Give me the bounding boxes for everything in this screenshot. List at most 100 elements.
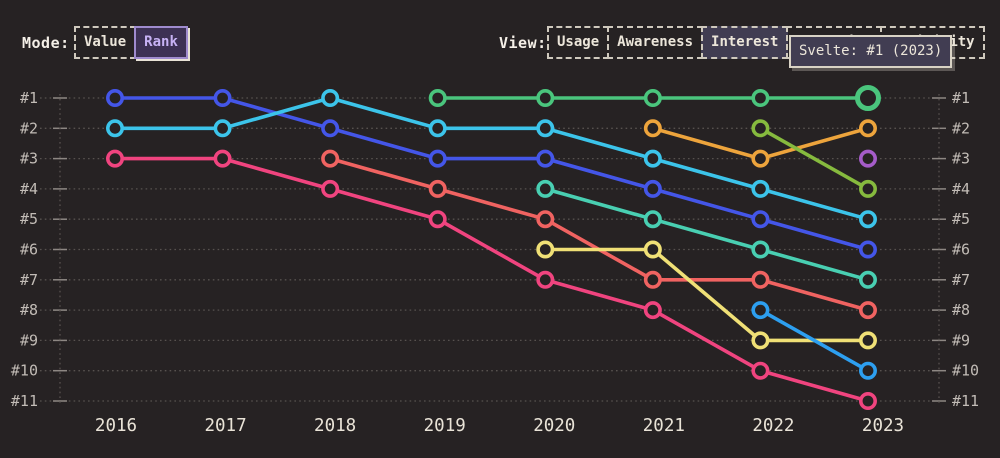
right-axis-label-#6: #6: [952, 241, 970, 259]
right-axis-label-#5: #5: [952, 210, 970, 228]
series-point-salmon-2018[interactable]: [321, 149, 340, 168]
series-point-teal-2022[interactable]: [751, 240, 770, 259]
series-point-indigo-2023[interactable]: [858, 240, 877, 259]
series-point-teal-2021[interactable]: [643, 210, 662, 229]
right-axis-label-#2: #2: [952, 119, 970, 137]
x-axis-label-2016: 2016: [95, 416, 137, 436]
series-point-indigo-2020[interactable]: [536, 149, 555, 168]
right-axis-label-#4: #4: [952, 180, 970, 198]
series-point-azure-2023[interactable]: [858, 361, 877, 380]
left-axis-label-#9: #9: [20, 331, 38, 349]
series-point-indigo-2016[interactable]: [106, 89, 125, 108]
mode-option-rank[interactable]: Rank: [134, 26, 188, 59]
hover-tooltip: Svelte: #1 (2023): [789, 35, 953, 68]
right-axis-label-#8: #8: [952, 301, 970, 319]
series-point-indigo-2017[interactable]: [213, 89, 232, 108]
series-point-teal-2020[interactable]: [536, 179, 555, 198]
left-axis-label-#8: #8: [20, 301, 38, 319]
series-point-magenta-2021[interactable]: [643, 301, 662, 320]
series-point-svelte-green-2022[interactable]: [751, 89, 770, 108]
series-point-magenta-2022[interactable]: [751, 361, 770, 380]
series-line-magenta: [115, 156, 869, 403]
mode-option-value[interactable]: Value: [74, 26, 137, 59]
x-axis-label-2018: 2018: [314, 416, 356, 436]
x-axis-label-2020: 2020: [533, 416, 575, 436]
series-point-teal-2023[interactable]: [858, 270, 877, 289]
left-axis-label-#5: #5: [20, 210, 38, 228]
series-line-azure: [759, 308, 869, 373]
left-axis-label-#3: #3: [20, 150, 38, 168]
left-axis-label-#1: #1: [20, 89, 38, 107]
view-option-usage[interactable]: Usage: [547, 26, 610, 59]
x-axis-label-2023: 2023: [862, 416, 904, 436]
series-point-cyan-2023[interactable]: [858, 210, 877, 229]
series-point-cyan-2017[interactable]: [213, 119, 232, 138]
x-axis-label-2022: 2022: [752, 416, 794, 436]
series-point-indigo-2018[interactable]: [321, 119, 340, 138]
series-line-olive: [759, 126, 869, 191]
series-line-cyan: [115, 96, 869, 221]
series-point-magenta-2023[interactable]: [858, 391, 877, 410]
series-point-olive-2023[interactable]: [858, 179, 877, 198]
hover-tooltip-text: Svelte: #1 (2023): [799, 43, 943, 59]
right-axis-label-#11: #11: [952, 392, 979, 410]
series-line-teal: [544, 187, 869, 282]
series-point-hovered-svelte-green-2023[interactable]: [854, 85, 881, 111]
series-point-svelte-green-2020[interactable]: [536, 89, 555, 108]
view-option-interest[interactable]: Interest: [701, 26, 789, 59]
series-point-magenta-2018[interactable]: [321, 179, 340, 198]
series-point-magenta-2020[interactable]: [536, 270, 555, 289]
series-point-magenta-2019[interactable]: [428, 210, 447, 229]
series-point-orange-2022[interactable]: [751, 149, 770, 168]
left-axis-label-#10: #10: [11, 362, 38, 380]
left-axis-label-#2: #2: [20, 119, 38, 137]
right-axis-label-#3: #3: [952, 150, 970, 168]
series-point-salmon-2022[interactable]: [751, 270, 770, 289]
x-axis-label-2021: 2021: [643, 416, 685, 436]
series-point-olive-2022[interactable]: [751, 119, 770, 138]
right-axis-label-#1: #1: [952, 89, 970, 107]
right-axis-label-#9: #9: [952, 331, 970, 349]
left-axis-label-#6: #6: [20, 241, 38, 259]
series-point-cyan-2021[interactable]: [643, 149, 662, 168]
series-point-yellow-2022[interactable]: [751, 331, 770, 350]
series-point-magenta-2016[interactable]: [106, 149, 125, 168]
right-axis-label-#10: #10: [952, 362, 979, 380]
series-point-cyan-2019[interactable]: [428, 119, 447, 138]
series-line-salmon: [329, 156, 869, 312]
series-point-yellow-2020[interactable]: [536, 240, 555, 259]
right-axis-label-#7: #7: [952, 271, 970, 289]
mode-toggle-group: Value Rank: [74, 26, 188, 59]
series-point-orange-2023[interactable]: [858, 119, 877, 138]
series-point-indigo-2021[interactable]: [643, 179, 662, 198]
series-point-salmon-2021[interactable]: [643, 270, 662, 289]
series-point-indigo-2022[interactable]: [751, 210, 770, 229]
chart-controls-header: Mode: Value Rank View: Usage Awareness I…: [0, 0, 1000, 80]
series-point-cyan-2020[interactable]: [536, 119, 555, 138]
series-point-yellow-2023[interactable]: [858, 331, 877, 350]
x-axis-label-2019: 2019: [424, 416, 466, 436]
series-line-indigo: [115, 96, 869, 252]
series-point-yellow-2021[interactable]: [643, 240, 662, 259]
view-option-awareness[interactable]: Awareness: [607, 26, 704, 59]
series-point-orange-2021[interactable]: [643, 119, 662, 138]
series-point-salmon-2019[interactable]: [428, 179, 447, 198]
series-point-salmon-2023[interactable]: [858, 301, 877, 320]
series-point-salmon-2020[interactable]: [536, 210, 555, 229]
mode-label: Mode:: [22, 34, 70, 52]
series-point-purple-2023[interactable]: [858, 149, 877, 168]
series-point-cyan-2016[interactable]: [106, 119, 125, 138]
series-point-svelte-green-2019[interactable]: [428, 89, 447, 108]
series-point-magenta-2017[interactable]: [213, 149, 232, 168]
series-point-azure-2022[interactable]: [751, 301, 770, 320]
series-point-svelte-green-2021[interactable]: [643, 89, 662, 108]
series-point-cyan-2022[interactable]: [751, 179, 770, 198]
view-label: View:: [499, 34, 547, 52]
left-axis-label-#11: #11: [11, 392, 38, 410]
x-axis-label-2017: 2017: [204, 416, 246, 436]
left-axis-label-#4: #4: [20, 180, 38, 198]
series-point-indigo-2019[interactable]: [428, 149, 447, 168]
series-point-cyan-2018[interactable]: [321, 89, 340, 108]
